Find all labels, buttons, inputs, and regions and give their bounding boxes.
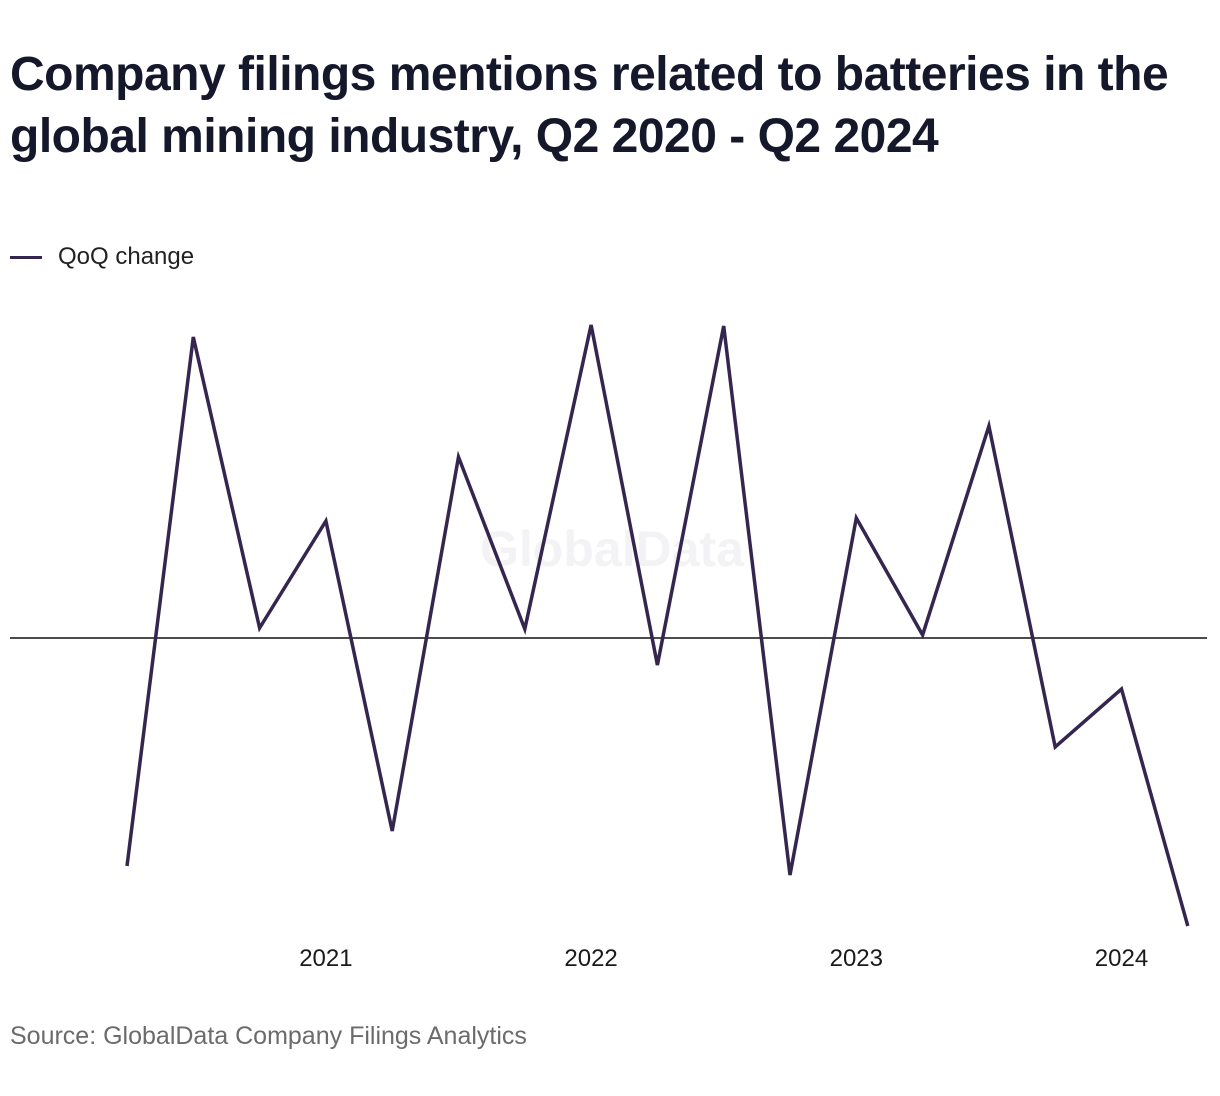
data-point bbox=[654, 662, 660, 668]
x-tick-label: 2023 bbox=[830, 945, 883, 972]
data-point bbox=[323, 518, 329, 524]
data-point bbox=[522, 626, 528, 632]
data-point bbox=[920, 632, 926, 638]
data-point bbox=[1119, 686, 1125, 692]
legend: QoQ change bbox=[10, 242, 194, 272]
x-tick-label: 2022 bbox=[564, 945, 617, 972]
data-point bbox=[787, 872, 793, 878]
data-point bbox=[588, 322, 594, 328]
data-point bbox=[456, 454, 462, 460]
data-point bbox=[853, 515, 859, 521]
line-chart: GlobalData 2021 2022 2023 2024 bbox=[10, 322, 1207, 972]
data-point bbox=[1185, 923, 1191, 929]
data-point bbox=[389, 828, 395, 834]
data-point bbox=[986, 423, 992, 429]
x-tick-label: 2024 bbox=[1095, 945, 1148, 972]
data-point bbox=[257, 625, 263, 631]
legend-swatch bbox=[10, 255, 42, 259]
legend-label: QoQ change bbox=[58, 243, 195, 270]
data-point bbox=[124, 863, 130, 869]
watermark: GlobalData bbox=[480, 521, 745, 577]
data-point bbox=[1052, 744, 1058, 750]
data-point bbox=[721, 323, 727, 329]
x-tick-label: 2021 bbox=[299, 945, 352, 972]
data-point bbox=[190, 334, 196, 340]
chart-title: Company filings mentions related to batt… bbox=[10, 48, 1169, 163]
source-note: Source: GlobalData Company Filings Analy… bbox=[10, 1022, 527, 1050]
series-line-0 bbox=[125, 324, 1190, 927]
